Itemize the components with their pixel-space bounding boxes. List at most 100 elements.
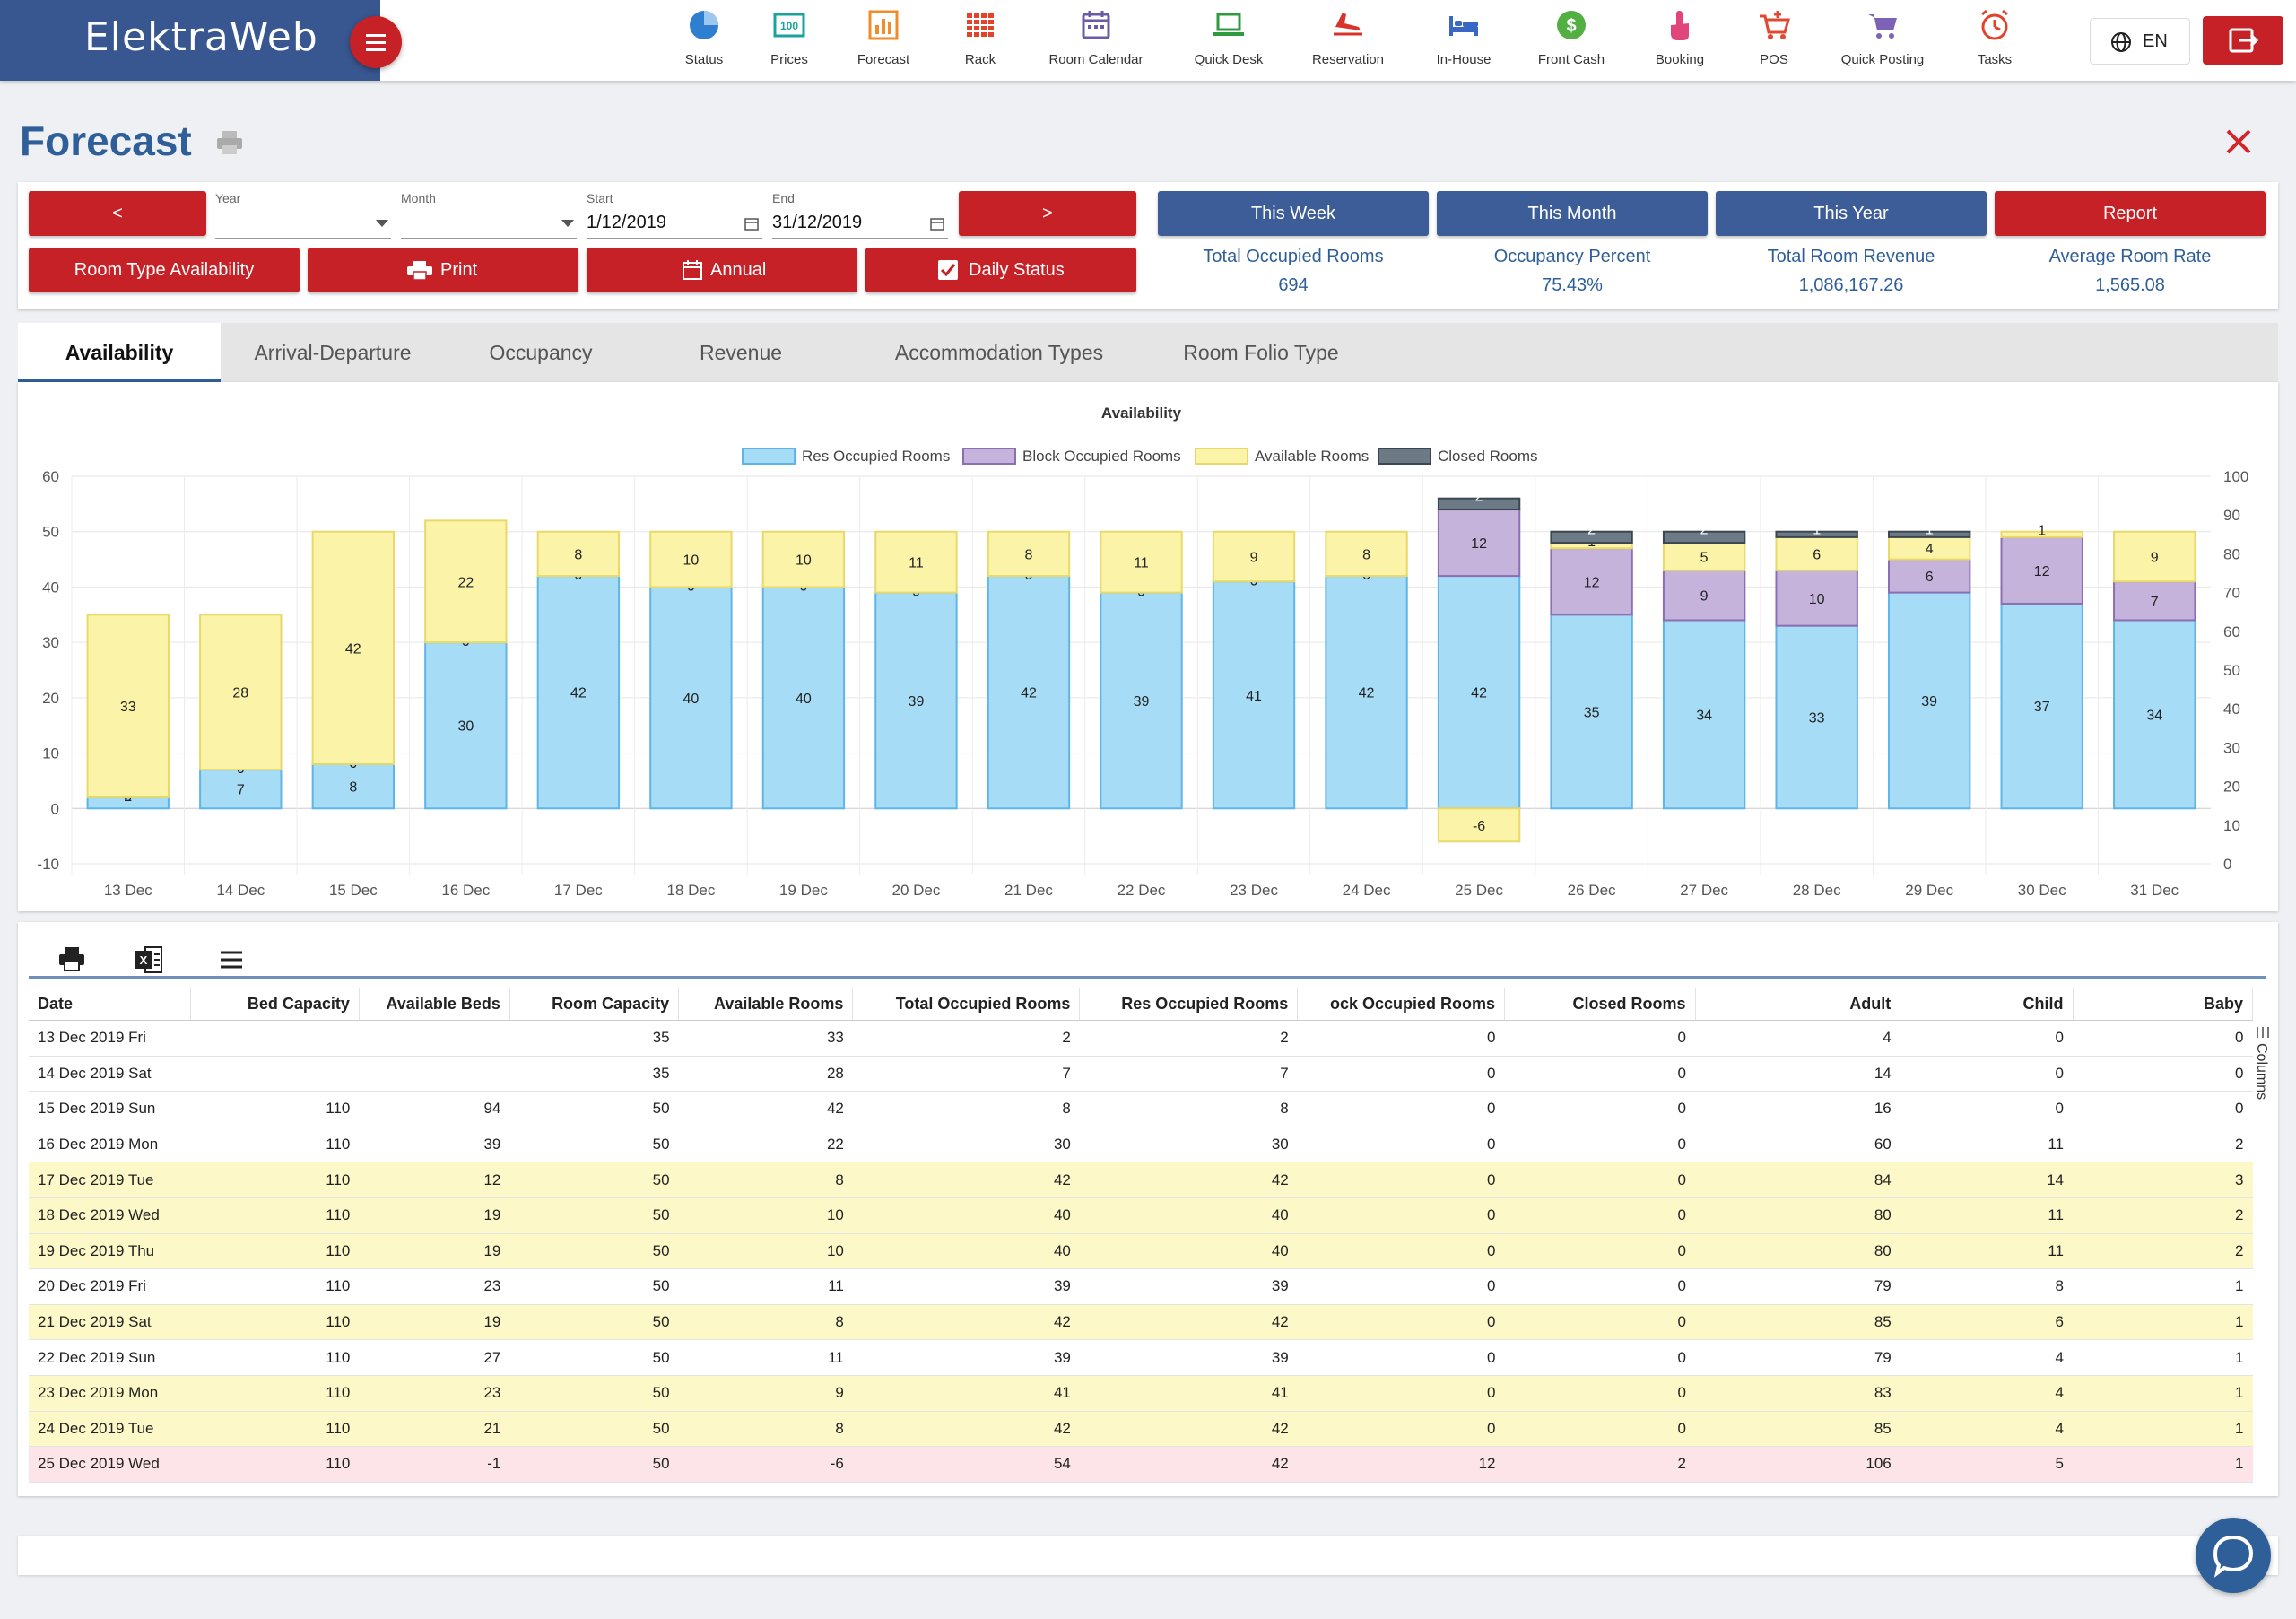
nav-item-rack[interactable]: Rack [931, 7, 1030, 77]
column-header[interactable]: Adult [1695, 988, 1901, 1021]
table-cell: 0 [1900, 1020, 2074, 1057]
table-row[interactable]: 14 Dec 2019 Sat 35 28 7 7 0 0 14 0 0 [29, 1056, 2253, 1092]
table-row[interactable]: 20 Dec 2019 Fri 110 23 50 11 39 39 0 0 79 8 1 [29, 1268, 2253, 1305]
end-calendar-icon[interactable] [930, 216, 944, 231]
data-label: 7 [237, 783, 245, 798]
page-title: Forecast [20, 118, 192, 164]
table-row[interactable]: 19 Dec 2019 Thu 110 19 50 10 40 40 0 0 80 11 2 [29, 1233, 2253, 1270]
nav-label: Status [684, 52, 724, 67]
table-row[interactable]: 24 Dec 2019 Tue 110 21 50 8 42 42 0 0 85 4 1 [29, 1411, 2253, 1448]
footer-bar [18, 1536, 2278, 1575]
month-dropdown-icon[interactable] [561, 220, 574, 227]
grid-print-icon[interactable] [54, 942, 90, 978]
year-dropdown-icon[interactable] [376, 220, 388, 227]
table-cell: 110 [190, 1304, 360, 1341]
table-row[interactable]: 16 Dec 2019 Mon 110 39 50 22 30 30 0 0 60 11 2 [29, 1127, 2253, 1163]
report-button[interactable]: Report [1995, 191, 2266, 236]
this-week-button[interactable]: This Week [1158, 191, 1429, 236]
table-row[interactable]: 21 Dec 2019 Sat 110 19 50 8 42 42 0 0 85 6 1 [29, 1304, 2253, 1341]
table-cell: 23 [359, 1268, 510, 1305]
table-cell: 19 Dec 2019 Thu [29, 1233, 191, 1270]
table-cell: 42 [852, 1411, 1080, 1448]
table-cell: 11 [1900, 1233, 2074, 1270]
end-date-input[interactable]: 31/12/2019 [772, 213, 863, 232]
print-button[interactable]: Print [308, 248, 578, 292]
chat-button[interactable] [2196, 1518, 2271, 1593]
hamburger-menu-button[interactable] [350, 16, 402, 68]
tab-room-folio-type[interactable]: Room Folio Type [1183, 341, 1339, 364]
table-cell: 27 [359, 1339, 510, 1376]
column-header[interactable]: Bed Capacity [190, 988, 360, 1021]
excel-export-icon[interactable]: X [131, 942, 167, 978]
column-header[interactable]: Available Beds [359, 988, 510, 1021]
bar-closed-rooms [1437, 497, 1521, 511]
nav-item-quick-posting[interactable]: Quick Posting [1833, 7, 1932, 77]
start-date-input[interactable]: 1/12/2019 [587, 213, 666, 232]
nav-item-prices[interactable]: 100 Prices [740, 7, 839, 77]
nav-item-room-calendar[interactable]: Room Calendar [1047, 7, 1145, 77]
nav-item-reservation[interactable]: Reservation [1299, 7, 1397, 77]
table-cell: 0 [1504, 1020, 1696, 1057]
bar-available-rooms [987, 530, 1071, 578]
menu-icon [366, 34, 386, 37]
table-cell: 0 [2073, 1020, 2253, 1057]
table-cell: 50 [509, 1268, 679, 1305]
nav-item-in-house[interactable]: In-House [1414, 7, 1513, 77]
table-cell: 0 [1900, 1056, 2074, 1092]
table-row[interactable]: 23 Dec 2019 Mon 110 23 50 9 41 41 0 0 83 4 1 [29, 1375, 2253, 1412]
this-year-button[interactable]: This Year [1716, 191, 1987, 236]
tab-accommodation-types[interactable]: Accommodation Types [894, 341, 1104, 364]
daily-status-button[interactable]: Daily Status [865, 248, 1136, 292]
column-header[interactable]: Closed Rooms [1504, 988, 1696, 1021]
column-header[interactable]: Total Occupied Rooms [852, 988, 1081, 1021]
table-cell: 79 [1695, 1339, 1900, 1376]
x-tick-label: 14 Dec [216, 882, 265, 899]
next-period-button[interactable]: > [959, 191, 1136, 236]
previous-period-button[interactable]: < [29, 191, 206, 236]
annual-button[interactable]: Annual [587, 248, 857, 292]
room-type-availability-button[interactable]: Room Type Availability [29, 248, 300, 292]
nav-item-front-cash[interactable]: $ Front Cash [1522, 7, 1621, 77]
logout-button[interactable] [2203, 16, 2283, 65]
bar-block-occupied-rooms [1662, 569, 1746, 622]
table-row[interactable]: 22 Dec 2019 Sun 110 27 50 11 39 39 0 0 79 4 1 [29, 1339, 2253, 1376]
bar-block-occupied-rooms [1775, 569, 1858, 627]
language-selector[interactable]: EN [2090, 18, 2190, 65]
nav-item-forecast[interactable]: Forecast [834, 7, 933, 77]
table-row[interactable]: 25 Dec 2019 Wed 110 -1 50 -6 54 42 12 2 106 5 1 [29, 1446, 2253, 1483]
table-cell: 16 Dec 2019 Mon [29, 1127, 191, 1163]
nav-item-status[interactable]: Status [655, 7, 753, 77]
tab-arrival-departure[interactable]: Arrival-Departure [254, 341, 412, 364]
table-row[interactable]: 15 Dec 2019 Sun 110 94 50 42 8 8 0 0 16 0 0 [29, 1091, 2253, 1127]
column-header[interactable]: Room Capacity [509, 988, 680, 1021]
tab-revenue[interactable]: Revenue [699, 341, 783, 364]
column-header[interactable]: Child [1900, 988, 2074, 1021]
column-header[interactable]: ock Occupied Rooms [1297, 988, 1505, 1021]
page-print-icon[interactable] [215, 129, 244, 156]
nav-item-pos[interactable]: POS [1725, 7, 1823, 77]
print-icon [407, 261, 432, 281]
table-row[interactable]: 18 Dec 2019 Wed 110 19 50 10 40 40 0 0 80 11 2 [29, 1197, 2253, 1234]
nav-item-booking[interactable]: Booking [1631, 7, 1729, 77]
table-row[interactable]: 13 Dec 2019 Fri 35 33 2 2 0 0 4 0 0 [29, 1020, 2253, 1057]
legend-label: Block Occupied Rooms [1022, 448, 1181, 465]
columns-panel-toggle[interactable]: Columns [2251, 1023, 2274, 1131]
tab-availability[interactable]: Availability [18, 323, 221, 382]
tab-occupancy[interactable]: Occupancy [489, 341, 593, 364]
column-header[interactable]: Res Occupied Rooms [1079, 988, 1299, 1021]
bar-available-rooms [1325, 530, 1408, 578]
table-row[interactable]: 17 Dec 2019 Tue 110 12 50 8 42 42 0 0 84 14 3 [29, 1162, 2253, 1198]
close-icon[interactable] [2221, 124, 2257, 160]
column-header[interactable]: Baby [2073, 988, 2254, 1021]
data-label: 9 [1700, 589, 1709, 605]
bar-block-occupied-rooms [2000, 535, 2083, 605]
column-header[interactable]: Available Rooms [678, 988, 854, 1021]
nav-item-tasks[interactable]: Tasks [1945, 7, 2044, 77]
table-cell: 39 [359, 1127, 510, 1163]
start-calendar-icon[interactable] [744, 216, 759, 231]
grid-menu-icon[interactable] [213, 942, 249, 978]
column-header[interactable]: Date [29, 988, 191, 1021]
this-month-button[interactable]: This Month [1437, 191, 1708, 236]
nav-item-quick-desk[interactable]: Quick Desk [1179, 7, 1278, 77]
table-cell: 0 [1297, 1268, 1505, 1305]
